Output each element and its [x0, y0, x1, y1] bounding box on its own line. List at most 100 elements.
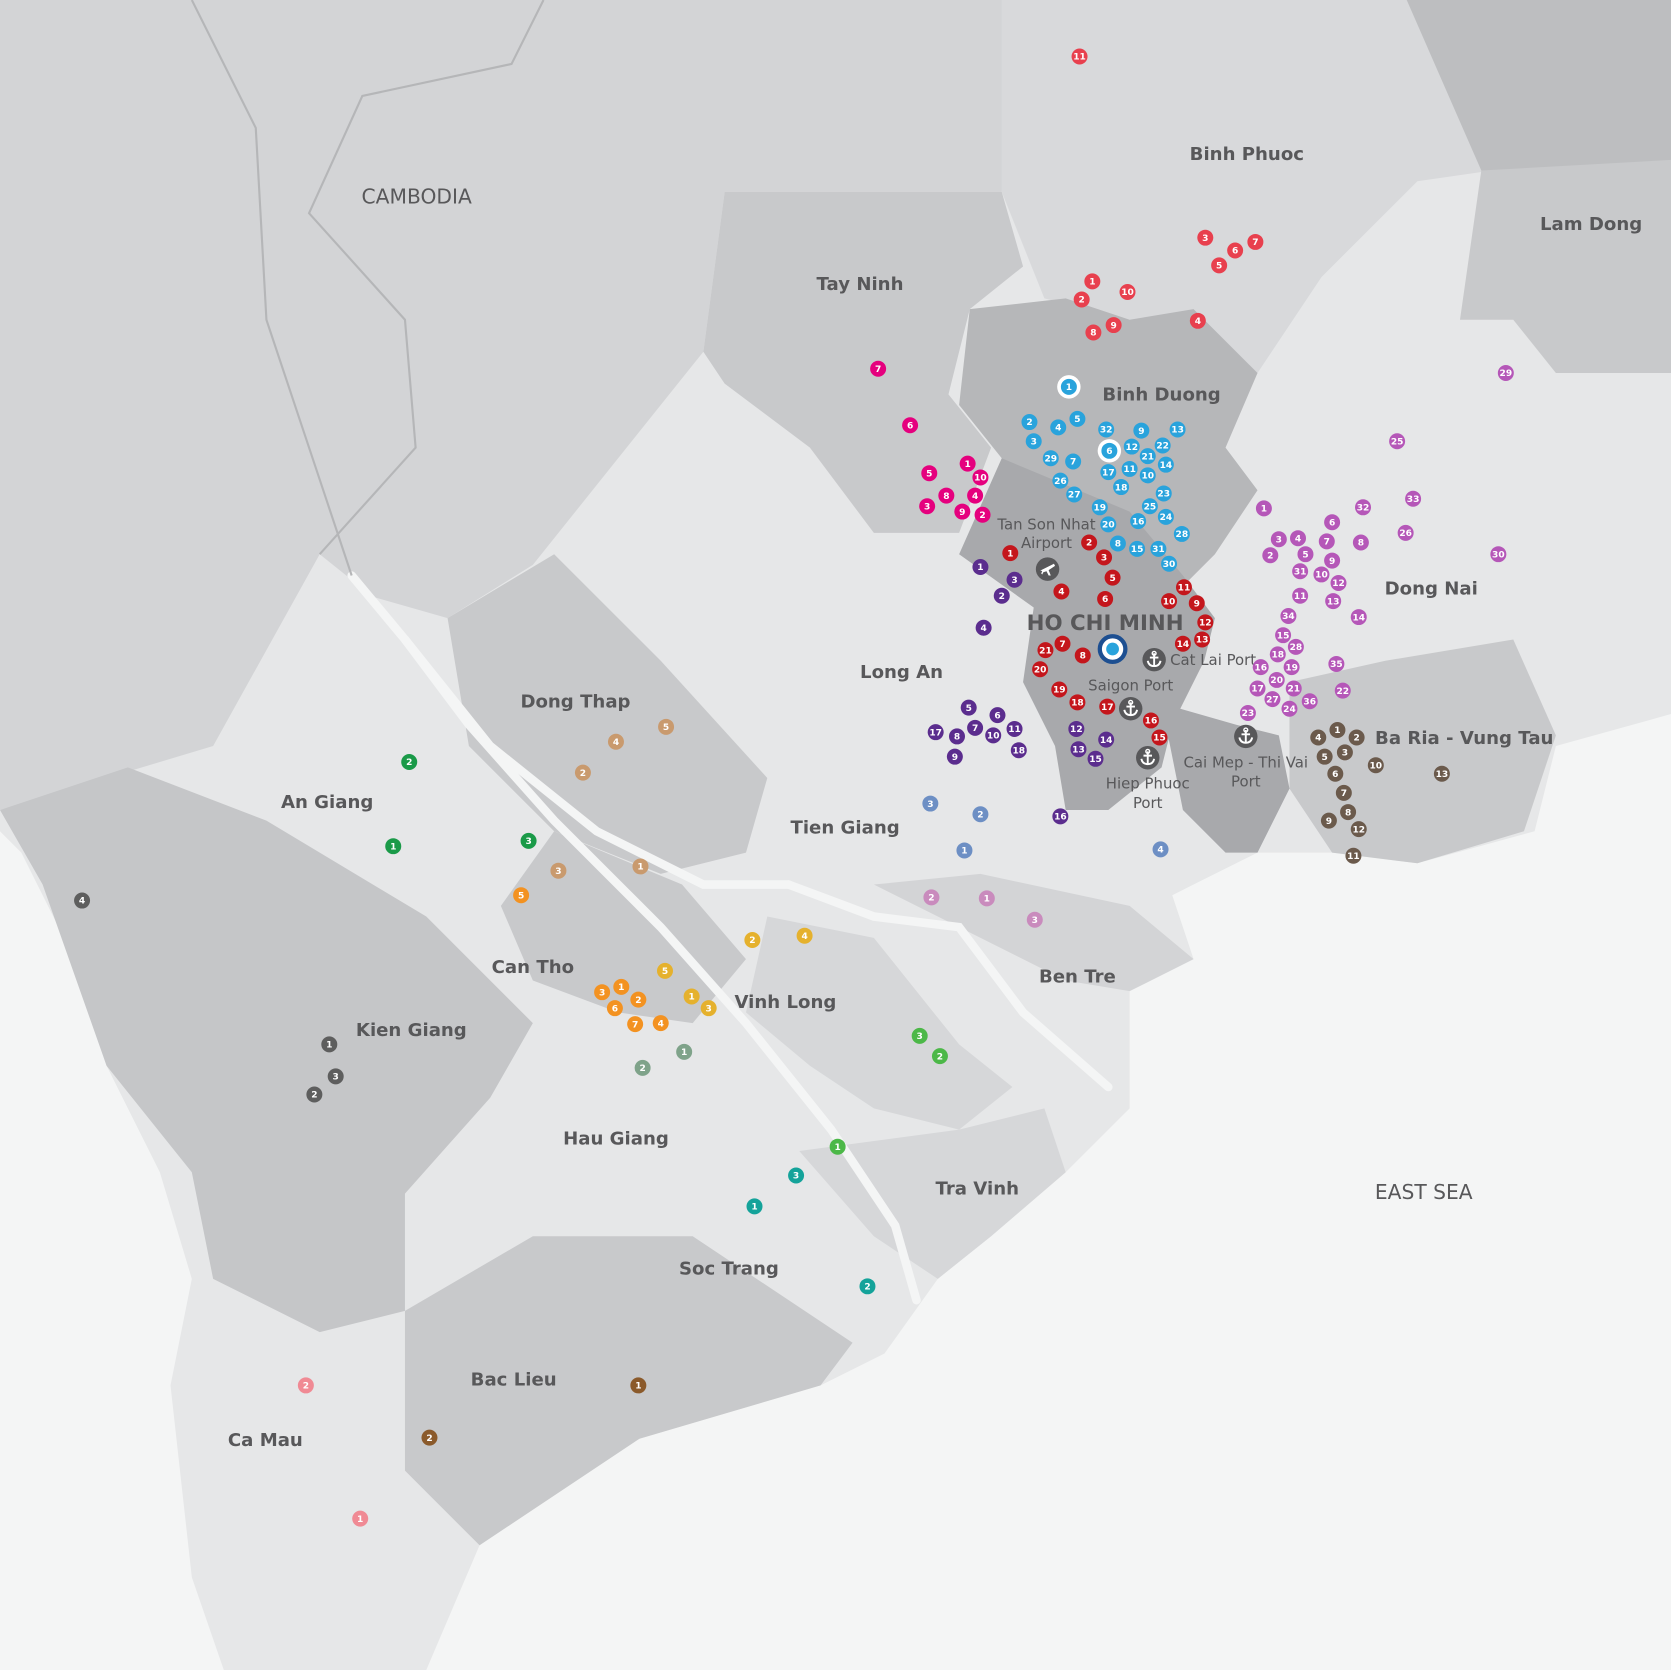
location-marker[interactable]: 10	[985, 727, 1002, 744]
location-marker[interactable]: 1	[1329, 722, 1346, 739]
location-marker[interactable]: 28	[1173, 525, 1190, 542]
location-marker[interactable]: 5	[960, 699, 977, 716]
location-marker[interactable]: 13	[1070, 741, 1087, 758]
location-marker[interactable]: 4	[1152, 841, 1169, 858]
location-marker[interactable]: 6	[989, 707, 1006, 724]
location-marker[interactable]: 2	[421, 1429, 438, 1446]
location-marker[interactable]: 18	[1269, 646, 1286, 663]
location-marker[interactable]: 4	[1290, 530, 1307, 547]
location-marker[interactable]: 23	[1239, 704, 1256, 721]
location-marker[interactable]: 16	[1130, 513, 1147, 530]
location-marker[interactable]: 19	[1051, 681, 1068, 698]
location-marker[interactable]: 35	[1328, 655, 1345, 672]
location-marker[interactable]: 5	[1211, 257, 1228, 274]
location-marker[interactable]: 22	[1154, 437, 1171, 454]
location-marker[interactable]: 1	[632, 858, 649, 875]
location-marker[interactable]: 3	[700, 1000, 717, 1017]
location-marker[interactable]: 2	[634, 1059, 651, 1076]
location-marker[interactable]: 2	[574, 764, 591, 781]
location-marker[interactable]: 15	[1129, 540, 1146, 557]
location-marker[interactable]: 6	[902, 417, 919, 434]
location-marker[interactable]: 21	[1139, 448, 1156, 465]
location-marker[interactable]: 30	[1490, 546, 1507, 563]
location-marker[interactable]: 26	[1397, 524, 1414, 541]
location-marker[interactable]: 29	[1042, 450, 1059, 467]
location-marker[interactable]: 2	[306, 1086, 323, 1103]
location-marker[interactable]: 5	[921, 465, 938, 482]
location-marker[interactable]: 9	[946, 748, 963, 765]
location-marker[interactable]: 23	[1155, 485, 1172, 502]
location-marker[interactable]: 34	[1280, 608, 1297, 624]
location-marker[interactable]: 10	[1139, 467, 1156, 484]
location-marker[interactable]: 1	[676, 1043, 693, 1060]
location-marker[interactable]: 20	[1268, 671, 1285, 688]
location-marker[interactable]: 7	[967, 719, 984, 736]
location-marker[interactable]: 26	[1052, 472, 1069, 489]
location-marker[interactable]: 3	[1336, 744, 1353, 761]
location-marker[interactable]: 4	[652, 1015, 669, 1032]
location-marker[interactable]: 27	[1066, 486, 1083, 503]
location-marker[interactable]: 2	[1081, 534, 1098, 551]
location-marker[interactable]: 11	[1292, 587, 1309, 604]
location-marker[interactable]: 17	[1249, 680, 1266, 697]
location-marker[interactable]: 3	[919, 498, 936, 515]
location-marker[interactable]: 4	[607, 733, 624, 750]
location-marker[interactable]: 12	[1068, 720, 1085, 737]
location-marker[interactable]: 5	[1297, 546, 1314, 563]
location-marker[interactable]: 1	[972, 558, 989, 575]
location-marker[interactable]: 9	[1320, 812, 1337, 829]
location-marker[interactable]: 8	[948, 728, 965, 745]
location-marker[interactable]: 27	[1264, 691, 1281, 708]
location-marker[interactable]: 30	[1161, 555, 1178, 572]
location-marker[interactable]: 25	[1141, 498, 1158, 515]
location-marker[interactable]: 21	[1037, 642, 1054, 659]
location-marker[interactable]: 8	[1085, 324, 1102, 341]
location-marker[interactable]: 24	[1281, 700, 1298, 717]
location-marker[interactable]: 16	[1052, 808, 1069, 825]
location-marker[interactable]: 11	[1175, 579, 1192, 596]
location-marker[interactable]: 12	[1350, 821, 1367, 838]
location-marker[interactable]: 1	[321, 1036, 338, 1053]
location-marker[interactable]: 2	[974, 506, 991, 523]
location-marker[interactable]: 16	[1252, 659, 1269, 676]
location-marker[interactable]: 5	[656, 962, 673, 979]
location-marker[interactable]: 7	[1247, 233, 1264, 250]
location-marker[interactable]: 1	[978, 890, 995, 907]
location-marker[interactable]: 14	[1098, 731, 1115, 748]
location-marker[interactable]: 14	[1174, 635, 1191, 652]
location-marker[interactable]: 11	[1345, 847, 1362, 864]
location-marker[interactable]: 8	[1340, 804, 1357, 821]
location-marker[interactable]: 2	[1073, 291, 1090, 308]
location-marker[interactable]: 2	[931, 1048, 948, 1065]
location-marker[interactable]: 2	[972, 806, 989, 823]
location-marker[interactable]: 15	[1087, 750, 1104, 767]
location-marker[interactable]: 5	[1104, 569, 1121, 586]
location-marker[interactable]: 2	[923, 889, 940, 906]
location-marker[interactable]: 4	[796, 927, 813, 944]
location-marker[interactable]: 8	[1352, 534, 1369, 551]
location-marker[interactable]: 10	[1119, 284, 1136, 301]
location-marker[interactable]: 11	[1006, 720, 1023, 737]
location-marker[interactable]: 21	[1285, 680, 1302, 697]
location-marker[interactable]: 7	[1318, 533, 1335, 550]
location-marker[interactable]: 11	[1121, 460, 1138, 477]
location-marker[interactable]: 10	[1367, 757, 1384, 774]
location-marker[interactable]: 32	[1355, 499, 1372, 516]
location-marker[interactable]: 1	[630, 1377, 647, 1394]
location-marker[interactable]: 18	[1069, 694, 1086, 711]
location-marker[interactable]: 3	[911, 1027, 928, 1044]
location-marker[interactable]: 17	[1099, 698, 1116, 715]
location-marker[interactable]: 12	[1123, 438, 1140, 455]
location-marker[interactable]: 2	[297, 1377, 314, 1394]
location-marker[interactable]: 25	[1389, 433, 1406, 450]
location-marker[interactable]: 1	[1084, 273, 1101, 290]
location-marker[interactable]: 14	[1350, 609, 1367, 626]
location-marker[interactable]: 7	[1335, 784, 1352, 801]
location-marker[interactable]: 24	[1157, 508, 1174, 525]
location-marker[interactable]: 6	[606, 1000, 623, 1017]
location-marker[interactable]: 20	[1100, 516, 1117, 533]
location-marker[interactable]: 9	[1133, 422, 1150, 439]
location-marker[interactable]: 13	[1325, 593, 1342, 610]
location-marker[interactable]: 16	[1142, 712, 1159, 729]
